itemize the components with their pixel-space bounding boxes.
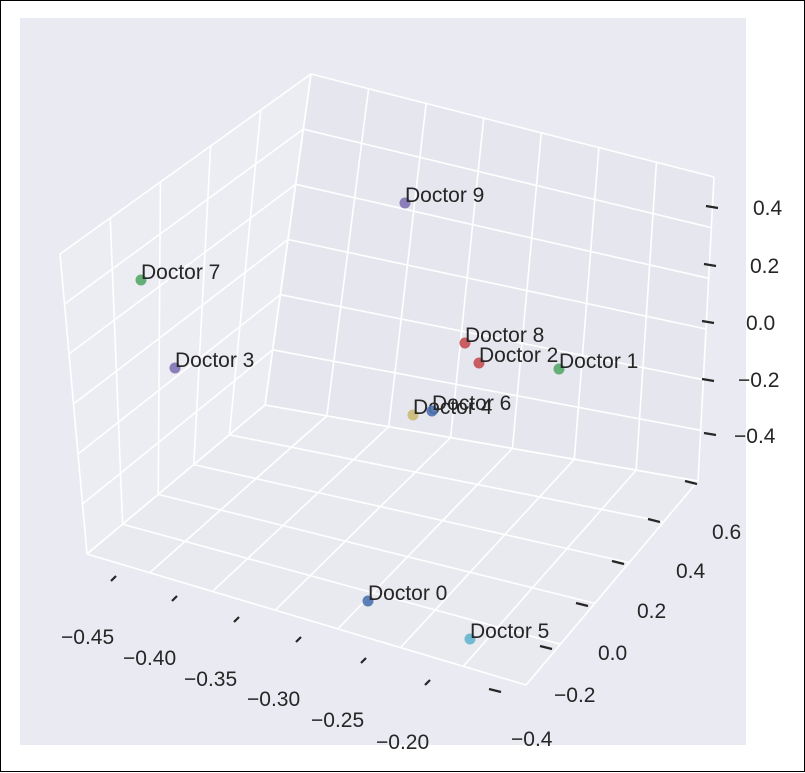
floor-grid-line	[149, 415, 328, 574]
floor-grid-line	[274, 437, 452, 611]
z-tick-label: 0.2	[750, 255, 779, 278]
x-tick-label: −0.20	[376, 731, 429, 754]
point-label: Doctor 9	[405, 184, 484, 207]
back-grid-line	[280, 293, 704, 381]
y-tick-label: −0.2	[554, 684, 595, 707]
left-pane	[60, 74, 311, 554]
point-label: Doctor 1	[559, 350, 638, 373]
data-point	[399, 197, 411, 209]
x-tick-mark	[424, 679, 431, 686]
z-tick-label: −0.4	[734, 425, 776, 448]
x-tick-mark	[110, 575, 117, 582]
back-grid-line	[303, 128, 712, 229]
data-point	[407, 409, 419, 421]
floor-grid-line	[122, 523, 561, 645]
floor-grid-line	[86, 553, 527, 686]
z-tick-label: 0.0	[746, 312, 775, 335]
point-label: Doctor 8	[465, 324, 544, 347]
x-tick-mark	[360, 657, 367, 664]
y-tick-mark	[647, 517, 661, 524]
z-tick-mark	[701, 377, 715, 383]
data-point	[135, 274, 147, 286]
floor-grid-line	[158, 493, 595, 605]
point-label: Doctor 0	[368, 582, 447, 605]
x-tick-mark	[171, 595, 178, 602]
left-grid-line	[86, 404, 266, 555]
back-pane	[265, 74, 714, 481]
left-grid-line	[68, 183, 297, 355]
x-tick-label: −0.45	[61, 626, 114, 649]
left-grid-line	[77, 294, 281, 455]
point-label: Doctor 3	[175, 349, 254, 372]
z-tick-mark	[701, 319, 715, 325]
y-tick-label: −0.4	[511, 728, 553, 751]
y-tick-label: 0.4	[676, 560, 706, 583]
y-tick-mark	[539, 644, 553, 651]
floor-grid-line	[193, 463, 630, 564]
left-grid-line	[81, 349, 274, 505]
floor-grid-line	[525, 480, 699, 686]
data-point	[169, 362, 181, 374]
z-tick-mark	[703, 431, 717, 437]
y-tick-mark	[575, 601, 589, 608]
x-tick-mark	[295, 636, 302, 643]
x-tick-label: −0.35	[184, 668, 237, 691]
data-point	[426, 405, 438, 417]
back-grid-line	[272, 349, 701, 432]
left-grid-line	[64, 128, 304, 305]
point-label: Doctor 5	[470, 620, 549, 643]
back-grid-line	[264, 404, 699, 482]
floor-grid-line	[229, 434, 664, 523]
point-label: Doctor 2	[479, 344, 558, 367]
x-tick-mark	[233, 616, 240, 623]
y-tick-mark	[684, 479, 698, 486]
left-grid-line	[73, 238, 289, 405]
z-tick-label: 0.4	[753, 197, 783, 220]
y-tick-label: 0.2	[637, 600, 666, 623]
back-grid-line	[295, 183, 709, 280]
y-tick-label: 0.6	[712, 521, 741, 544]
x-tick-label: −0.40	[123, 647, 176, 670]
floor-grid-line	[462, 469, 637, 667]
back-grid-line	[287, 238, 707, 330]
axis-ticks: −0.45−0.40−0.35−0.30−0.25−0.20 −0.4−0.20.…	[61, 197, 783, 754]
y-tick-mark	[611, 559, 625, 566]
floor-grid-line	[399, 458, 575, 649]
floor-grid-line	[211, 426, 390, 593]
y-tick-mark	[488, 687, 502, 694]
data-point	[553, 363, 565, 375]
point-label: Doctor 6	[432, 392, 511, 415]
data-point	[473, 357, 485, 369]
y-tick-label: 0.0	[598, 642, 627, 665]
z-tick-mark	[703, 262, 717, 268]
grid-lines	[59, 73, 715, 686]
point-label: Doctor 7	[141, 261, 220, 284]
data-point	[464, 633, 476, 645]
x-tick-label: −0.25	[311, 709, 364, 732]
x-tick-label: −0.30	[247, 688, 300, 711]
data-point	[459, 337, 471, 349]
back-grid-line	[310, 73, 715, 178]
data-point	[362, 595, 374, 607]
z-tick-mark	[705, 204, 719, 210]
z-tick-label: −0.2	[738, 369, 779, 392]
left-grid-line	[59, 73, 312, 255]
